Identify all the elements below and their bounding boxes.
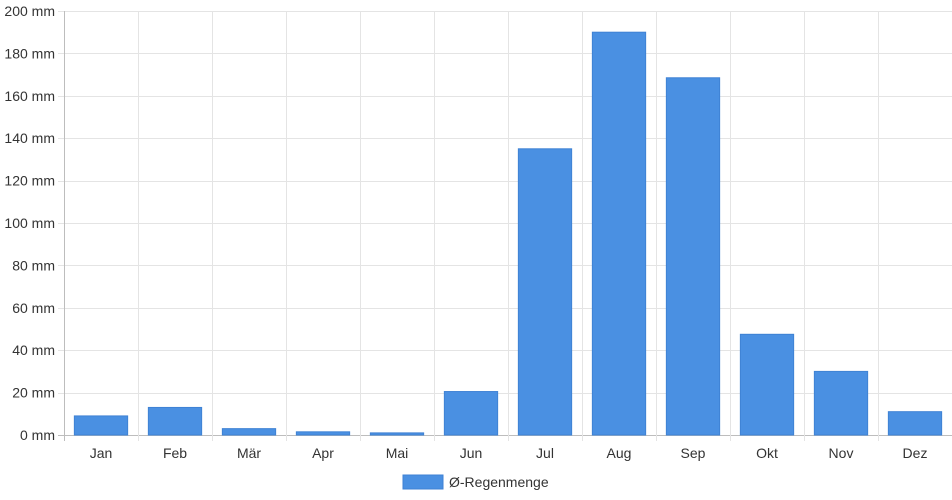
y-tick-label: 40 mm (12, 342, 55, 358)
bar-mai[interactable] (369, 432, 425, 436)
y-tick-label: 60 mm (12, 300, 55, 316)
y-tick-label: 120 mm (4, 173, 55, 189)
bar-apr[interactable] (295, 431, 351, 436)
x-tick-label: Dez (903, 445, 928, 461)
bar-jul[interactable] (517, 148, 573, 436)
bar-sep[interactable] (665, 77, 721, 436)
y-tick-label: 200 mm (4, 3, 55, 19)
y-tick-label: 160 mm (4, 88, 55, 104)
legend[interactable]: Ø-Regenmenge (402, 474, 549, 490)
bar-aug[interactable] (591, 31, 647, 436)
legend-label: Ø-Regenmenge (449, 474, 549, 490)
bar-okt[interactable] (739, 333, 795, 436)
y-tick-label: 140 mm (4, 130, 55, 146)
x-tick-label: Jan (90, 445, 113, 461)
x-tick-label: Mär (237, 445, 261, 461)
x-axis-ticks: Jan Feb Mär Apr Mai Jun Jul Aug Sep Okt Nov Dez (90, 445, 928, 461)
bar-nov[interactable] (813, 370, 869, 436)
bar-dez[interactable] (887, 411, 943, 436)
x-tick-label: Okt (756, 445, 778, 461)
x-tick-label: Feb (163, 445, 187, 461)
y-tick-label: 100 mm (4, 215, 55, 231)
y-tick-label: 20 mm (12, 385, 55, 401)
y-tick-label: 0 mm (20, 427, 55, 443)
y-tick-label: 80 mm (12, 257, 55, 273)
y-tick-label: 180 mm (4, 45, 55, 61)
legend-swatch (402, 474, 444, 490)
x-tick-label: Jul (536, 445, 554, 461)
x-tick-label: Aug (607, 445, 632, 461)
x-tick-label: Sep (681, 445, 706, 461)
bar-mär[interactable] (221, 428, 277, 436)
x-tick-label: Jun (460, 445, 483, 461)
x-tick-label: Mai (386, 445, 409, 461)
x-tick-label: Nov (829, 445, 854, 461)
bar-jun[interactable] (443, 391, 499, 436)
bar-series (73, 31, 943, 436)
grid-lines (58, 11, 952, 441)
y-axis-ticks: 0 mm 20 mm 40 mm 60 mm 80 mm 100 mm 120 mm 140 … (4, 3, 55, 443)
bar-jan[interactable] (73, 415, 129, 436)
bar-feb[interactable] (147, 406, 203, 436)
x-tick-label: Apr (312, 445, 334, 461)
